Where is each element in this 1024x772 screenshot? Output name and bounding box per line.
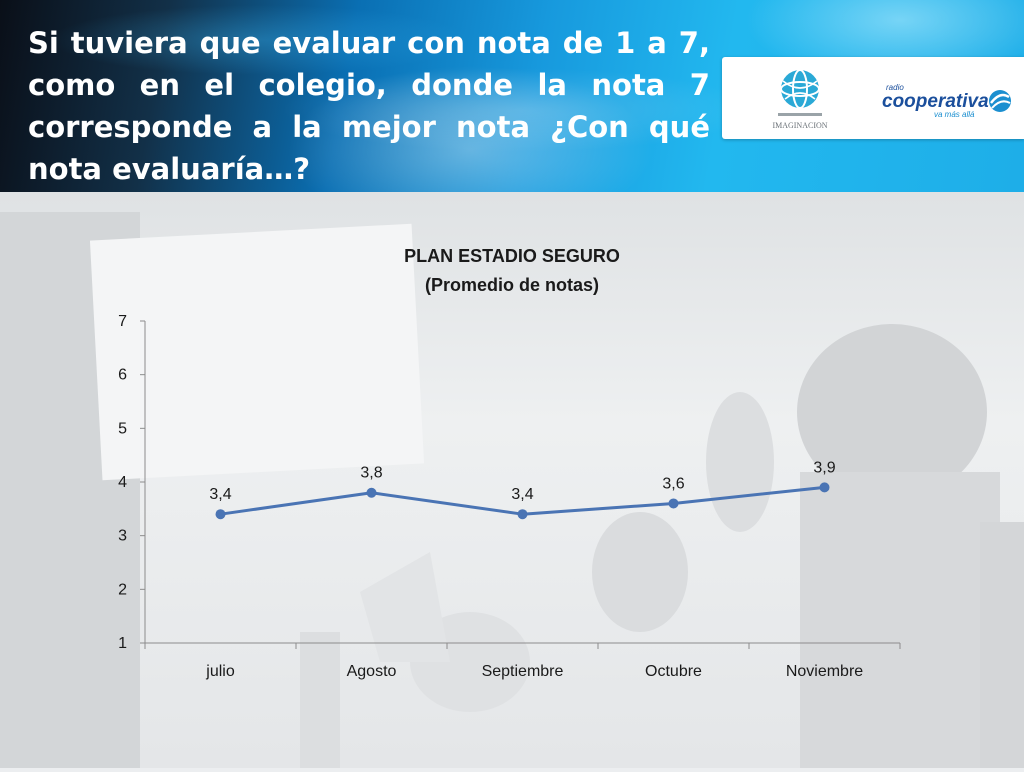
chart-title: PLAN ESTADIO SEGURO — [404, 246, 620, 266]
x-category-label: julio — [205, 663, 235, 680]
y-tick-label: 3 — [118, 528, 127, 545]
cooperativa-logo: radio cooperativa va más allá — [882, 83, 1011, 119]
data-point — [819, 482, 830, 493]
line-chart: PLAN ESTADIO SEGURO (Promedio de notas) … — [0, 192, 1024, 768]
data-label: 3,8 — [360, 465, 382, 482]
background-photo — [0, 192, 1024, 768]
data-label: 3,4 — [511, 486, 533, 503]
data-label: 3,9 — [813, 459, 835, 476]
data-point — [668, 498, 679, 509]
data-label: 3,6 — [662, 475, 684, 492]
x-category-label: Agosto — [347, 663, 397, 680]
y-tick-label: 2 — [118, 581, 127, 598]
chart-plot: 1 2 3 4 5 6 7 julio Agosto Septiembre Octubre Novie… — [118, 313, 901, 680]
imaginacion-logo-text: IMAGINACION — [772, 121, 827, 130]
y-tick-label: 5 — [118, 420, 127, 437]
chart-subtitle: (Promedio de notas) — [424, 275, 599, 295]
y-tick-label: 1 — [118, 635, 127, 652]
x-category-label: Septiembre — [482, 663, 564, 680]
y-tick-label: 6 — [118, 367, 127, 384]
logo-panel: IMAGINACION radio cooperativa va más all… — [722, 57, 1024, 139]
header-band: Si tuviera que evaluar con nota de 1 a 7… — [0, 0, 1024, 192]
y-tick-label: 4 — [118, 474, 127, 491]
y-tick-label: 7 — [118, 313, 127, 330]
cooperativa-logo-brand: cooperativa — [882, 91, 989, 112]
x-category-label: Noviembre — [786, 663, 863, 680]
background-scene — [0, 212, 1024, 768]
cooperativa-logo-small: radio — [886, 83, 904, 92]
slide-title: Si tuviera que evaluar con nota de 1 a 7… — [28, 26, 710, 186]
data-point — [215, 509, 226, 520]
cooperativa-logo-tagline: va más allá — [934, 110, 975, 119]
data-point — [517, 509, 528, 520]
imaginacion-logo: IMAGINACION — [772, 69, 828, 130]
chart-title-block: PLAN ESTADIO SEGURO (Promedio de notas) — [362, 242, 662, 300]
data-point — [366, 487, 377, 498]
data-label: 3,4 — [209, 486, 231, 503]
x-category-label: Octubre — [645, 663, 702, 680]
